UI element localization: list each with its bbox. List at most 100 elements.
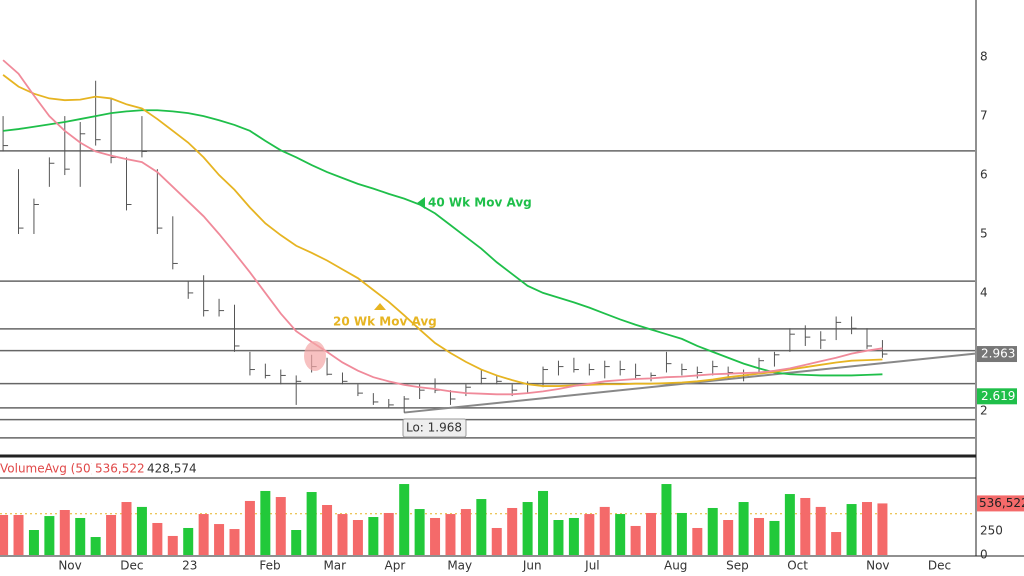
volume-legend-avg: 428,574 [147,462,197,476]
last-price-label: 2.963 [981,347,1015,361]
volume-bar [445,514,456,555]
ma-price-label: 2.619 [981,389,1015,403]
volume-bar [769,520,780,555]
volume-bar [59,510,70,555]
y-tick-label: 6 [980,168,988,182]
volume-bar [44,516,55,555]
ma20-label: 20 Wk Mov Avg [333,315,437,329]
volume-bar [399,484,410,555]
volume-legend-value: 536,522 [95,462,145,476]
volume-bar [414,509,425,555]
y-tick-label: 5 [980,226,988,240]
volume-bar [430,517,441,555]
ma-price-box [977,388,1017,405]
moving-average [2,74,883,387]
volume-bar [260,490,271,555]
volume-last-box [977,495,1024,512]
annotations: 40 Wk Mov Avg 20 Wk Mov Avg Lo: 1.968 [333,196,532,438]
x-tick-label: May [447,559,472,573]
last-price-box [977,346,1017,363]
low-box [402,418,467,438]
volume-bar [337,514,348,555]
volume-bar [784,494,795,555]
volume-bar [136,506,147,555]
volume-last-label: 536,522 [979,496,1024,510]
x-tick-label: Jul [584,559,599,573]
volume-bar [75,517,86,555]
volume-bar [538,490,549,555]
moving-average [2,109,883,377]
ma40-label: 40 Wk Mov Avg [428,196,532,210]
x-tick-label: 23 [182,559,197,573]
volume-bar [553,520,564,555]
volume-bar [661,484,672,555]
x-tick-label: Aug [664,559,687,573]
x-tick-label: Oct [787,559,808,573]
volume-bar [738,502,749,555]
volume-bar [368,517,379,555]
volume-bar [815,506,826,555]
legend-box [92,461,142,477]
low-label: Lo: 1.968 [406,421,462,435]
volume-bar [121,502,132,555]
volume-bar [229,529,240,555]
x-tick-label: Nov [58,559,81,573]
price-panel [0,59,976,439]
volume-bar [630,525,641,555]
volume-tick-label: 250 [980,523,1003,537]
x-tick-label: Apr [385,559,406,573]
y-tick-label: 4 [980,285,988,299]
volume-bar [846,504,857,555]
volume-bar [862,502,873,555]
volume-bar [568,517,579,555]
volume-bar [676,512,687,555]
volume-bar [183,527,194,555]
volume-bar [90,537,101,555]
volume-bar [615,514,626,555]
volume-bar [877,503,888,555]
highlight [304,341,326,371]
volume-bar [460,509,471,555]
volume-bar [646,512,657,555]
volume-bar [754,517,765,555]
volume-bar [692,527,703,555]
volume-bar [244,500,255,555]
volume-legend: VolumeAvg (50) [0,462,95,476]
trend-line [404,352,976,414]
volume-bar [723,520,734,555]
volume-bar [106,515,117,555]
volume-bar [383,512,394,555]
volume-tick-label: 0 [980,548,988,562]
volume-bar [322,505,333,555]
volume-bar [707,507,718,555]
y-tick-label: 8 [980,50,988,64]
volume-bar [491,527,502,555]
volume-bar [306,492,317,555]
volume-bar [352,520,363,555]
x-tick-label: Dec [928,559,951,573]
arrow [417,197,425,209]
x-tick-label: Dec [120,559,143,573]
axes: 2 4 5 6 7 8 2.963 2.619 250 0 536,522 Nov Dec 23 Feb Ma… [58,50,1024,573]
volume-bar [476,499,487,555]
volume-bar [167,535,178,555]
y-tick-label: 7 [980,109,988,123]
y-tick-label: 2 [980,403,988,417]
volume-bar [13,515,24,555]
volume-bar [800,497,811,555]
volume-bar [275,497,286,555]
volume-bar [214,524,225,555]
x-tick-label: Jun [522,559,542,573]
volume-bar [584,514,595,555]
moving-average [2,59,883,396]
volume-bar [831,532,842,555]
volume-bar [0,515,9,555]
volume-bar [599,506,610,555]
volume-panel [0,484,975,555]
volume-bar [522,502,533,555]
volume-bar [198,514,209,555]
volume-bar [507,507,518,555]
x-tick-label: Feb [259,559,280,573]
